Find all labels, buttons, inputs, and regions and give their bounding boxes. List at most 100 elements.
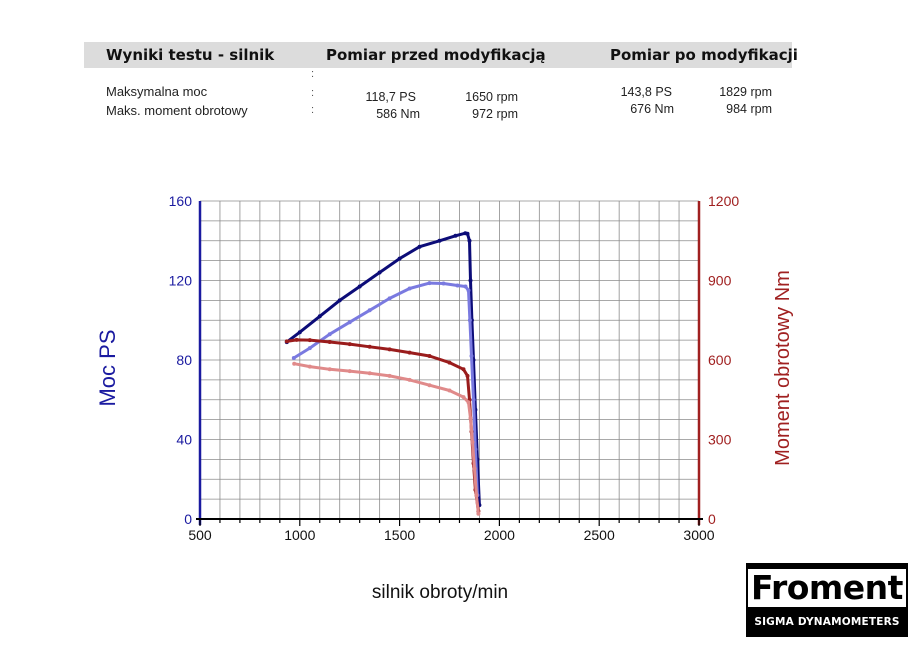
series-2-point [455,283,460,288]
series-line-1 [285,231,481,507]
logo-brand-text: Froment [746,567,908,609]
y-axis-label-right: Moment obrotowy Nm [772,270,794,466]
series-3-point [461,367,466,372]
y-left-tick-label: 40 [176,432,192,448]
series-2-point [387,296,392,301]
series-3-point [284,339,289,344]
series-2-point [291,356,296,360]
logo-tagline: SIGMA DYNAMOMETERS [754,616,900,628]
series-4-point [387,373,392,378]
after-column-header: Pomiar po modyfikacji [610,46,798,64]
series-2-point [347,320,352,325]
after-power-rpm: 1829 rpm [719,85,772,99]
x-tick-label: 500 [188,527,212,543]
series-3-point [367,344,372,349]
series-1-point [337,298,342,303]
before-power-value: 118,7 PS [365,90,416,104]
max-torque-label: Maks. moment obrotowy [106,103,248,118]
y-left-tick-label: 0 [184,511,192,527]
series-4-point [466,400,471,405]
series-4-point [407,377,412,382]
x-tick-label: 1000 [284,527,315,543]
series-4-point [427,383,432,388]
series-line-4 [292,362,480,516]
y-right-tick-label: 300 [708,432,732,448]
before-torque-value: 586 Nm [376,107,420,121]
series-4-point [468,416,473,421]
series-1-point [317,314,322,319]
series-1-point [417,244,422,249]
before-power-rpm: 1650 rpm [465,90,518,104]
series-2-point [327,332,332,337]
separator-colon: : [311,104,315,116]
series-3-point [327,340,332,344]
series-3-point [347,342,352,347]
series-2-point [466,288,471,293]
y-right-tick-label: 0 [708,511,716,527]
before-column-header: Pomiar przed modyfikacją [326,46,546,64]
y-axis-label-left: Moc PS [95,329,120,406]
series-3-point [387,347,392,352]
series-1-point [453,233,458,238]
series-4-point [474,493,479,498]
series-3-point [427,354,432,358]
series-1-point [357,284,362,289]
y-left-tick-label: 160 [169,193,193,209]
series-4-point [327,367,332,372]
series-line-3 [285,338,480,513]
y-left-tick-label: 80 [176,352,192,368]
x-tick-label: 1500 [384,527,415,543]
series-4-point [470,440,475,445]
series-2-point [441,281,446,286]
after-torque-rpm: 984 rpm [726,102,772,116]
after-power-value: 143,8 PS [620,85,672,99]
series-4-point [307,364,312,369]
series-3-point [407,350,412,355]
series-1-point [467,238,472,243]
froment-logo: Froment SIGMA DYNAMOMETERS [746,563,908,637]
series-4-point [461,395,466,400]
chart-series-layer [284,231,482,516]
after-torque-value: 676 Nm [630,102,674,116]
series-1-point [297,330,302,335]
y-left-tick-label: 120 [169,273,193,289]
before-torque-rpm: 972 rpm [472,107,518,121]
series-3-point [307,338,312,343]
series-1-point [465,231,470,236]
series-2-point [307,346,312,351]
series-4-point [476,511,481,516]
series-2-point [467,318,472,323]
series-4-point [472,466,477,471]
chart-axes [196,201,703,526]
series-1-point [377,270,382,275]
results-title: Wyniki testu - silnik [106,46,275,64]
series-4-point [367,371,372,376]
series-1-point [437,238,442,243]
x-tick-label: 2000 [484,527,515,543]
series-1-point [468,278,473,283]
x-tick-label: 3000 [683,527,714,543]
series-4-point [292,361,297,366]
series-3-point [447,360,452,365]
series-2-point [407,286,412,291]
x-axis-label: silnik obroty/min [372,582,508,603]
series-2-point [469,354,474,358]
series-3-point [294,337,299,342]
series-2-point [471,397,476,402]
series-3-point [465,373,470,378]
separator-colon: : [311,87,315,99]
series-2-point [427,281,432,286]
series-4-point [347,369,352,374]
y-right-tick-label: 1200 [708,193,739,209]
separator-colon: : [311,68,315,80]
chart-grid [199,200,700,520]
y-right-tick-label: 600 [708,352,732,368]
series-4-point [447,388,452,393]
max-power-label: Maksymalna moc [106,84,208,99]
series-2-point [367,308,372,313]
results-header-bar [84,42,792,68]
x-tick-label: 2500 [584,527,615,543]
series-2-point [463,284,468,289]
y-right-tick-label: 900 [708,273,732,289]
